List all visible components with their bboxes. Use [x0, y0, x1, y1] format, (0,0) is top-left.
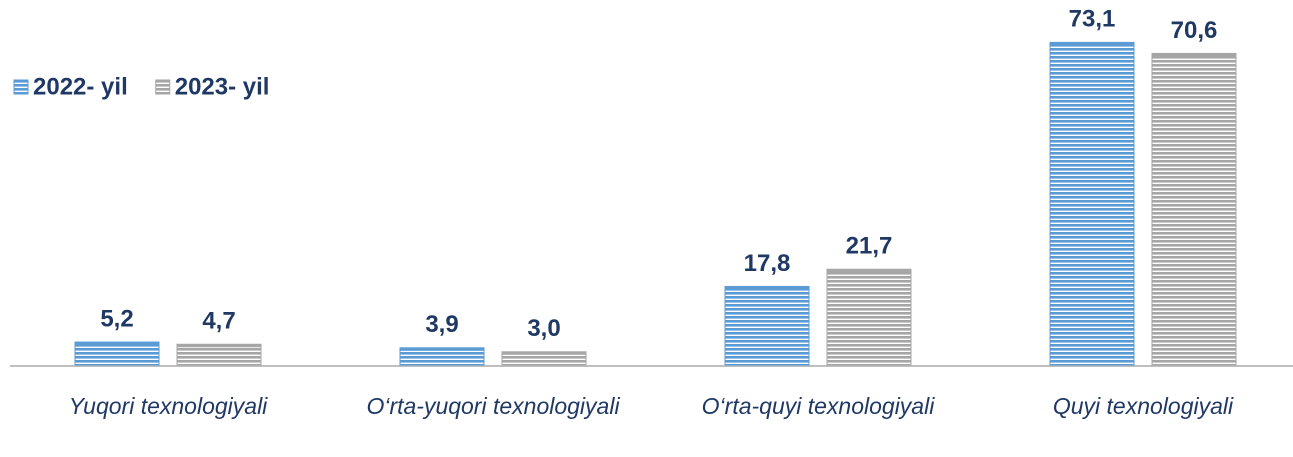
data-label: 21,7: [846, 233, 893, 260]
x-tick-label: Yuqori texnologiyali: [68, 393, 268, 419]
bar-top: [400, 347, 484, 351]
x-tick-label: O‘rta-quyi texnologiyali: [701, 393, 935, 419]
data-label: 5,2: [100, 305, 133, 332]
bar-top: [1152, 53, 1236, 57]
bar-top: [1050, 42, 1134, 46]
data-label: 3,9: [425, 311, 458, 338]
bar: [1049, 41, 1135, 366]
data-label: 17,8: [744, 250, 791, 277]
legend-swatch: [13, 79, 29, 95]
bar: [826, 268, 912, 366]
data-label: 4,7: [202, 308, 235, 335]
bar-top: [725, 286, 809, 290]
legend-label: 2023- yil: [175, 73, 270, 100]
legend-swatch: [155, 79, 171, 95]
bar-top: [827, 269, 911, 273]
legend-label: 2022- yil: [33, 73, 128, 100]
data-label: 70,6: [1171, 17, 1218, 44]
bar-top: [75, 342, 159, 346]
data-label: 3,0: [527, 315, 560, 342]
bar: [74, 341, 160, 366]
bar: [1151, 52, 1237, 366]
x-tick-label: O‘rta-yuqori texnologiyali: [366, 393, 620, 419]
bar-top: [502, 351, 586, 355]
bar-top: [177, 344, 261, 348]
x-tick-label: Quyi texnologiyali: [1052, 393, 1234, 419]
bar: [176, 343, 262, 366]
bar: [724, 285, 810, 366]
data-label: 73,1: [1069, 6, 1116, 33]
